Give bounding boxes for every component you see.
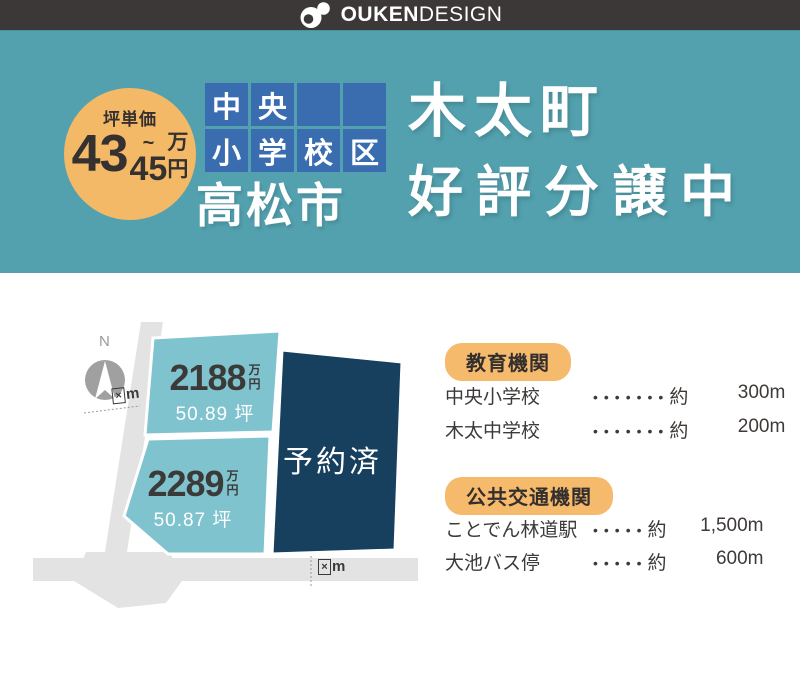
main-title-status: 好評分譲中	[408, 161, 749, 223]
dot-leader: •••••	[593, 554, 648, 571]
lot1-unit-man: 万	[248, 363, 261, 377]
info-row-bus-stop: 大池バス停 ••••• 約 600m	[445, 548, 764, 575]
lot2-area: 50.87 坪	[153, 510, 233, 531]
lot2-unit-man: 万	[226, 469, 239, 483]
price-badge-label: 坪単価	[103, 110, 157, 129]
lot1-area: 50.89 坪	[175, 404, 255, 425]
lot3-reserved-label: 予約済	[283, 446, 382, 479]
dot-leader: •••••••	[593, 422, 670, 439]
district-cell-blank	[343, 83, 386, 126]
main-title-town: 木太町	[408, 79, 607, 144]
district-cell: 中	[205, 83, 248, 126]
city-name: 高松市	[196, 179, 346, 232]
road-marker-bottom: × m	[318, 558, 345, 575]
distance-value: 300m	[737, 382, 786, 403]
road-marker-top-unit: m	[125, 384, 141, 403]
header-bar: OUKEN DESIGN	[0, 0, 800, 30]
section-title-transport: 公共交通機関	[445, 477, 613, 515]
lot2-shape	[122, 434, 272, 556]
price-unit-man: 万	[167, 131, 189, 154]
brand-light: DESIGN	[418, 3, 503, 26]
price-tilde: ~	[142, 131, 155, 154]
dot-leader: •••••	[593, 521, 648, 538]
lot1-unit-yen: 円	[248, 377, 261, 392]
brand-wordmark: OUKEN DESIGN	[341, 3, 503, 27]
missing-glyph-box: ×	[318, 558, 331, 575]
road-marker-bottom-unit: m	[332, 558, 346, 575]
price-badge: 坪単価 43 ~ 万 45 円	[64, 88, 196, 220]
section-title-education: 教育機関	[445, 343, 571, 381]
price-unit-yen: 円	[167, 157, 189, 181]
road-horizontal	[33, 558, 418, 581]
distance-value: 200m	[737, 416, 786, 437]
place-name: 中央小学校	[445, 387, 541, 408]
brand-bold: OUKEN	[340, 3, 419, 26]
price-from: 43	[71, 125, 129, 183]
lot2-label: 2289 万 円 50.87 坪	[128, 466, 258, 532]
lot2-price: 2289	[147, 463, 224, 504]
site-plan-map	[33, 322, 418, 608]
dot-leader: •••••••	[593, 388, 670, 405]
brand-logo-icon	[300, 2, 330, 28]
hero-banner: 坪単価 43 ~ 万 45 円 中 央 小 学 校 区 高松市 木太町 好評分譲…	[0, 30, 800, 273]
place-name: ことでん林道駅	[445, 520, 578, 541]
district-cell: 学	[251, 129, 294, 172]
district-cell: 区	[343, 129, 386, 172]
info-row-station: ことでん林道駅 ••••• 約 1,500m	[445, 515, 764, 542]
approx-label: 約	[669, 421, 689, 442]
distance-value: 600m	[715, 548, 764, 569]
school-district-grid: 中 央 小 学 校 区	[205, 83, 386, 172]
approx-label: 約	[669, 387, 689, 408]
lot1-price: 2188	[169, 357, 246, 398]
lot2-unit-yen: 円	[226, 483, 239, 498]
district-cell: 小	[205, 129, 248, 172]
district-cell: 校	[297, 129, 340, 172]
road-marker-top: × m	[111, 385, 140, 405]
north-label: N	[99, 333, 110, 350]
approx-label: 約	[647, 520, 667, 541]
road-width-dash-top	[83, 405, 141, 414]
info-row-junior-high: 木太中学校 ••••••• 約 200m	[445, 416, 785, 443]
info-row-elementary: 中央小学校 ••••••• 約 300m	[445, 382, 785, 409]
price-to: 45	[129, 150, 168, 188]
lot3-reserved-shape	[270, 348, 404, 556]
lot1-label: 2188 万 円 50.89 坪	[150, 360, 280, 426]
missing-glyph-box: ×	[111, 386, 126, 404]
district-cell: 央	[251, 83, 294, 126]
price-badge-value: 43 ~ 万 45 円	[64, 125, 196, 188]
approx-label: 約	[647, 553, 667, 574]
place-name: 大池バス停	[445, 553, 541, 574]
district-cell-blank	[297, 83, 340, 126]
place-name: 木太中学校	[445, 421, 541, 442]
north-compass-icon	[85, 360, 125, 400]
lot1-shape	[143, 329, 282, 437]
distance-value: 1,500m	[700, 515, 764, 536]
